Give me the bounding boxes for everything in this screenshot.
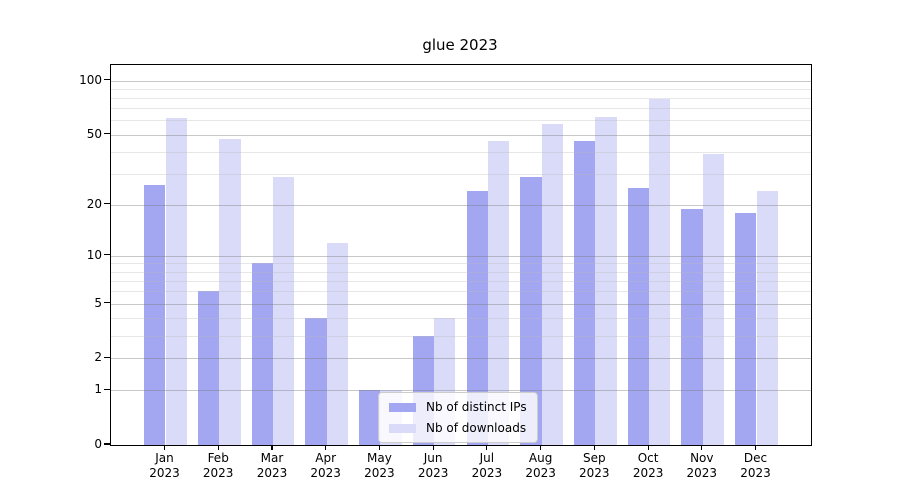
bar-downloads-mar	[273, 176, 295, 445]
bar-distinct-ips-jul	[466, 190, 488, 445]
y-tick-mark-0	[104, 443, 110, 445]
y-tick-mark-1	[104, 388, 110, 390]
bar-downloads-oct	[649, 99, 671, 445]
gridline-major-5	[111, 303, 811, 305]
x-tick-mark-apr	[325, 445, 327, 450]
bar-downloads-dec	[756, 190, 778, 445]
bar-distinct-ips-apr	[305, 317, 327, 445]
bar-distinct-ips-sep	[573, 141, 596, 445]
y-tick-label-20: 20	[86, 196, 102, 211]
gridline-minor-30	[111, 173, 811, 175]
y-tick-mark-5	[104, 301, 110, 304]
gridline-minor-40	[111, 151, 811, 153]
bar-downloads-jan	[165, 117, 187, 445]
gridline-minor-80	[111, 98, 811, 99]
legend-swatch-distinct-ips	[389, 402, 416, 412]
x-tick-label-mar: Mar 2023	[256, 451, 288, 480]
gridline-major-2	[111, 358, 811, 360]
bar-downloads-aug	[541, 124, 563, 445]
bar-downloads-sep	[595, 116, 617, 445]
legend-swatch-downloads	[389, 423, 416, 433]
x-tick-label-sep: Sep 2023	[579, 451, 610, 480]
y-tick-label-1: 1	[94, 382, 102, 397]
legend-label-downloads: Nb of downloads	[426, 421, 527, 435]
gridline-major-20	[111, 204, 811, 206]
y-tick-mark-20	[104, 203, 110, 205]
bar-downloads-apr	[326, 242, 349, 445]
plot-area	[110, 64, 812, 446]
legend-item-downloads: Nb of downloads	[389, 420, 527, 436]
x-tick-mark-jul	[486, 445, 488, 450]
x-tick-label-dec: Dec 2023	[740, 451, 771, 480]
y-tick-mark-50	[104, 133, 110, 135]
x-tick-mark-dec	[754, 445, 757, 450]
gridline-minor-6	[111, 291, 811, 293]
gridline-minor-3	[111, 335, 811, 337]
y-tick-mark-10	[104, 254, 110, 256]
x-tick-label-jul: Jul 2023	[471, 451, 503, 480]
y-tick-label-0: 0	[94, 437, 102, 451]
chart-title: glue 2023	[422, 36, 498, 54]
bar-distinct-ips-nov	[681, 208, 703, 445]
x-tick-mark-nov	[701, 445, 703, 450]
x-tick-label-jun: Jun 2023	[417, 451, 449, 480]
bar-downloads-nov	[702, 153, 725, 445]
y-tick-label-10: 10	[86, 247, 102, 262]
bar-distinct-ips-jan	[144, 184, 166, 445]
y-tick-mark-100	[104, 79, 110, 81]
x-tick-label-nov: Nov 2023	[686, 451, 718, 480]
gridline-major-10	[111, 255, 811, 257]
legend-label-distinct-ips: Nb of distinct IPs	[426, 400, 527, 414]
gridline-major-100	[111, 80, 811, 82]
gridline-minor-90	[111, 88, 811, 90]
x-tick-mark-oct	[647, 445, 649, 450]
bar-distinct-ips-dec	[735, 212, 757, 445]
y-tick-mark-2	[104, 356, 110, 358]
bar-distinct-ips-aug	[520, 176, 542, 445]
y-tick-label-100: 100	[79, 72, 102, 87]
x-tick-label-oct: Oct 2023	[632, 451, 664, 480]
gridline-minor-4	[111, 317, 811, 319]
x-tick-mark-aug	[540, 445, 542, 450]
x-tick-mark-feb	[217, 445, 219, 450]
gridline-minor-9	[111, 263, 811, 265]
bar-downloads-feb	[219, 139, 241, 445]
y-tick-label-5: 5	[94, 295, 102, 310]
gridline-minor-8	[111, 271, 811, 273]
x-tick-mark-may	[378, 445, 380, 450]
legend: Nb of distinct IPs Nb of downloads	[378, 392, 538, 443]
bar-distinct-ips-oct	[627, 187, 650, 445]
x-tick-label-may: May 2023	[364, 451, 395, 480]
bar-downloads-jul	[487, 141, 510, 445]
gridline-minor-60	[111, 120, 811, 122]
x-tick-label-aug: Aug 2023	[525, 451, 556, 480]
gridline-minor-7	[111, 280, 811, 282]
x-tick-mark-jun	[432, 445, 434, 450]
y-tick-label-50: 50	[86, 126, 102, 141]
bar-distinct-ips-may	[359, 390, 381, 445]
bar-distinct-ips-mar	[251, 263, 273, 445]
x-tick-mark-sep	[593, 445, 595, 450]
x-tick-label-feb: Feb 2023	[202, 451, 234, 480]
bar-distinct-ips-feb	[197, 291, 220, 445]
x-tick-label-apr: Apr 2023	[310, 451, 341, 480]
legend-item-distinct-ips: Nb of distinct IPs	[389, 399, 527, 415]
y-tick-label-2: 2	[94, 350, 102, 365]
gridline-minor-70	[111, 108, 811, 110]
gridline-major-1	[111, 390, 811, 392]
x-tick-mark-jan	[163, 445, 166, 450]
x-tick-label-jan: Jan 2023	[149, 451, 180, 480]
gridline-major-50	[111, 134, 811, 136]
x-tick-mark-mar	[271, 445, 273, 450]
